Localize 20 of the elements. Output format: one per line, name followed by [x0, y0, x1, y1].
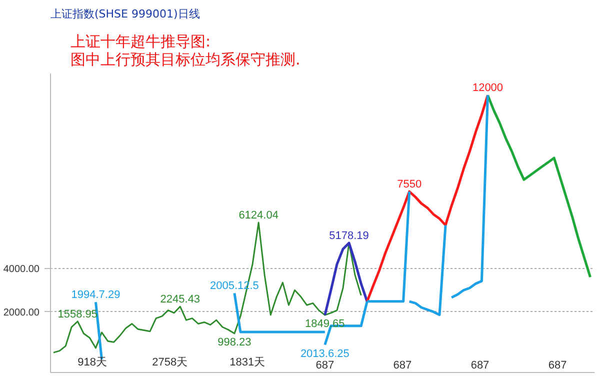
- data-label: 2013.6.25: [300, 348, 350, 360]
- data-label: 2245.43: [160, 294, 200, 306]
- chart-title: 上证指数(SHSE 999001)日线: [50, 8, 200, 20]
- data-label: 7550: [397, 178, 422, 191]
- annotation: 687: [316, 360, 334, 372]
- data-label: 998.23: [218, 336, 252, 349]
- annotation: 918天: [78, 356, 107, 368]
- annotation: 687: [470, 360, 490, 372]
- annotation: 687: [548, 360, 567, 372]
- data-label: 12000: [472, 82, 504, 94]
- data-label: 1994.7.29: [71, 289, 120, 302]
- data-label: 6124.04: [238, 209, 278, 222]
- annotation: 2758天: [152, 356, 188, 368]
- y-tick-label: 2000.00: [3, 307, 40, 318]
- annotation: 687: [393, 360, 412, 372]
- data-label: 1849.65: [305, 318, 345, 330]
- data-label: 5178.19: [329, 230, 369, 242]
- annotation: 1831天: [230, 356, 266, 368]
- y-tick-label: 4000.00: [3, 264, 40, 275]
- chart-subtitle: 上证十年超牛推导图: 图中上行预其目标位均系保守推测.: [70, 32, 300, 68]
